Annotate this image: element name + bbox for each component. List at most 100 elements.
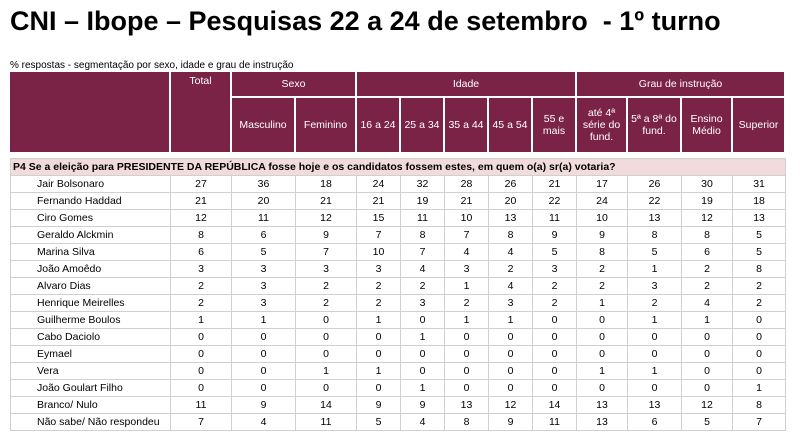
cell-value: 3 xyxy=(489,295,533,312)
cell-value: 19 xyxy=(401,193,445,210)
cell-value: 6 xyxy=(628,414,683,431)
cell-value: 24 xyxy=(577,193,629,210)
cell-value: 9 xyxy=(401,397,445,414)
cell-value: 13 xyxy=(489,210,533,227)
row-label: Branco/ Nulo xyxy=(10,397,171,414)
cell-value: 3 xyxy=(232,261,296,278)
data-row: Henrique Meirelles 2 3 2 2 3 2 3 2 1 2 4 2 xyxy=(10,295,787,312)
cell-value: 13 xyxy=(577,397,629,414)
cell-value: 14 xyxy=(296,397,357,414)
cell-value: 1 xyxy=(232,312,296,329)
cell-value: 1 xyxy=(445,278,489,295)
cell-value: 5 xyxy=(628,244,683,261)
cell-value: 13 xyxy=(628,210,683,227)
cell-value: 4 xyxy=(682,295,734,312)
column-header: 25 a 34 xyxy=(401,98,445,154)
cell-value: 2 xyxy=(357,278,401,295)
cell-value: 11 xyxy=(533,414,578,431)
cell-value: 26 xyxy=(628,176,683,193)
cell-value: 13 xyxy=(445,397,489,414)
cell-value: 2 xyxy=(171,295,232,312)
cell-value: 20 xyxy=(232,193,296,210)
cell-value: 2 xyxy=(682,261,734,278)
cell-value: 12 xyxy=(682,210,734,227)
cell-value: 0 xyxy=(171,380,232,397)
cell-value: 1 xyxy=(628,312,683,329)
cell-value: 11 xyxy=(171,397,232,414)
cell-value: 20 xyxy=(489,193,533,210)
cell-value: 12 xyxy=(296,210,357,227)
row-label: Cabo Daciolo xyxy=(10,329,171,346)
cell-value: 8 xyxy=(733,261,787,278)
cell-value: 21 xyxy=(171,193,232,210)
cell-value: 0 xyxy=(445,363,489,380)
cell-value: 30 xyxy=(682,176,734,193)
cell-value: 8 xyxy=(682,227,734,244)
cell-value: 26 xyxy=(489,176,533,193)
cell-value: 0 xyxy=(445,380,489,397)
cell-value: 0 xyxy=(401,346,445,363)
cell-value: 9 xyxy=(357,397,401,414)
cell-value: 0 xyxy=(682,363,734,380)
cell-value: 0 xyxy=(171,329,232,346)
cell-value: 32 xyxy=(401,176,445,193)
cell-value: 0 xyxy=(733,312,787,329)
cell-value: 0 xyxy=(296,346,357,363)
cell-value: 6 xyxy=(232,227,296,244)
cell-value: 1 xyxy=(445,312,489,329)
cell-value: 8 xyxy=(733,397,787,414)
cell-value: 1 xyxy=(489,312,533,329)
cell-value: 1 xyxy=(628,363,683,380)
cell-value: 27 xyxy=(171,176,232,193)
cell-value: 1 xyxy=(628,261,683,278)
cell-value: 7 xyxy=(296,244,357,261)
cell-value: 0 xyxy=(533,329,578,346)
cell-value: 12 xyxy=(682,397,734,414)
cell-value: 2 xyxy=(296,295,357,312)
data-row: Alvaro Dias 2 3 2 2 2 1 4 2 2 3 2 2 xyxy=(10,278,787,295)
cell-value: 2 xyxy=(533,278,578,295)
group-header: Grau de instrução xyxy=(577,72,787,98)
row-label: Alvaro Dias xyxy=(10,278,171,295)
cell-value: 0 xyxy=(296,312,357,329)
cell-value: 2 xyxy=(577,278,629,295)
cell-value: 24 xyxy=(357,176,401,193)
cell-value: 0 xyxy=(232,380,296,397)
cell-value: 0 xyxy=(489,346,533,363)
cell-value: 1 xyxy=(357,363,401,380)
cell-value: 0 xyxy=(577,346,629,363)
cell-value: 21 xyxy=(533,176,578,193)
cell-value: 1 xyxy=(577,363,629,380)
row-label: Eymael xyxy=(10,346,171,363)
cell-value: 8 xyxy=(577,244,629,261)
cell-value: 3 xyxy=(401,295,445,312)
data-row: Guilherme Boulos 1 1 0 1 0 1 1 0 0 1 1 0 xyxy=(10,312,787,329)
cell-value: 36 xyxy=(232,176,296,193)
cell-value: 0 xyxy=(171,363,232,380)
column-header: 16 a 24 xyxy=(357,98,401,154)
data-row: Geraldo Alckmin 8 6 9 7 8 7 8 9 9 8 8 5 xyxy=(10,227,787,244)
cell-value: 10 xyxy=(357,244,401,261)
cell-value: 3 xyxy=(232,278,296,295)
header-blank xyxy=(10,72,171,154)
cell-value: 4 xyxy=(401,261,445,278)
row-label: Vera xyxy=(10,363,171,380)
cell-value: 1 xyxy=(577,295,629,312)
cell-value: 3 xyxy=(445,261,489,278)
data-row: Vera 0 0 1 1 0 0 0 0 1 1 0 0 xyxy=(10,363,787,380)
row-label: João Goulart Filho xyxy=(10,380,171,397)
results-table: Total Sexo Idade Grau de instrução Masculino… xyxy=(10,72,787,431)
cell-value: 0 xyxy=(682,380,734,397)
cell-value: 0 xyxy=(357,380,401,397)
column-header: 55 e mais xyxy=(533,98,578,154)
cell-value: 0 xyxy=(733,346,787,363)
question: P4 Se a eleição para PRESIDENTE DA REPÚB… xyxy=(10,158,787,176)
cell-value: 3 xyxy=(296,261,357,278)
cell-value: 4 xyxy=(489,244,533,261)
cell-value: 0 xyxy=(357,346,401,363)
column-header: 5ª a 8ª do fund. xyxy=(628,98,683,154)
cell-value: 0 xyxy=(628,329,683,346)
cell-value: 0 xyxy=(577,329,629,346)
cell-value: 0 xyxy=(628,380,683,397)
